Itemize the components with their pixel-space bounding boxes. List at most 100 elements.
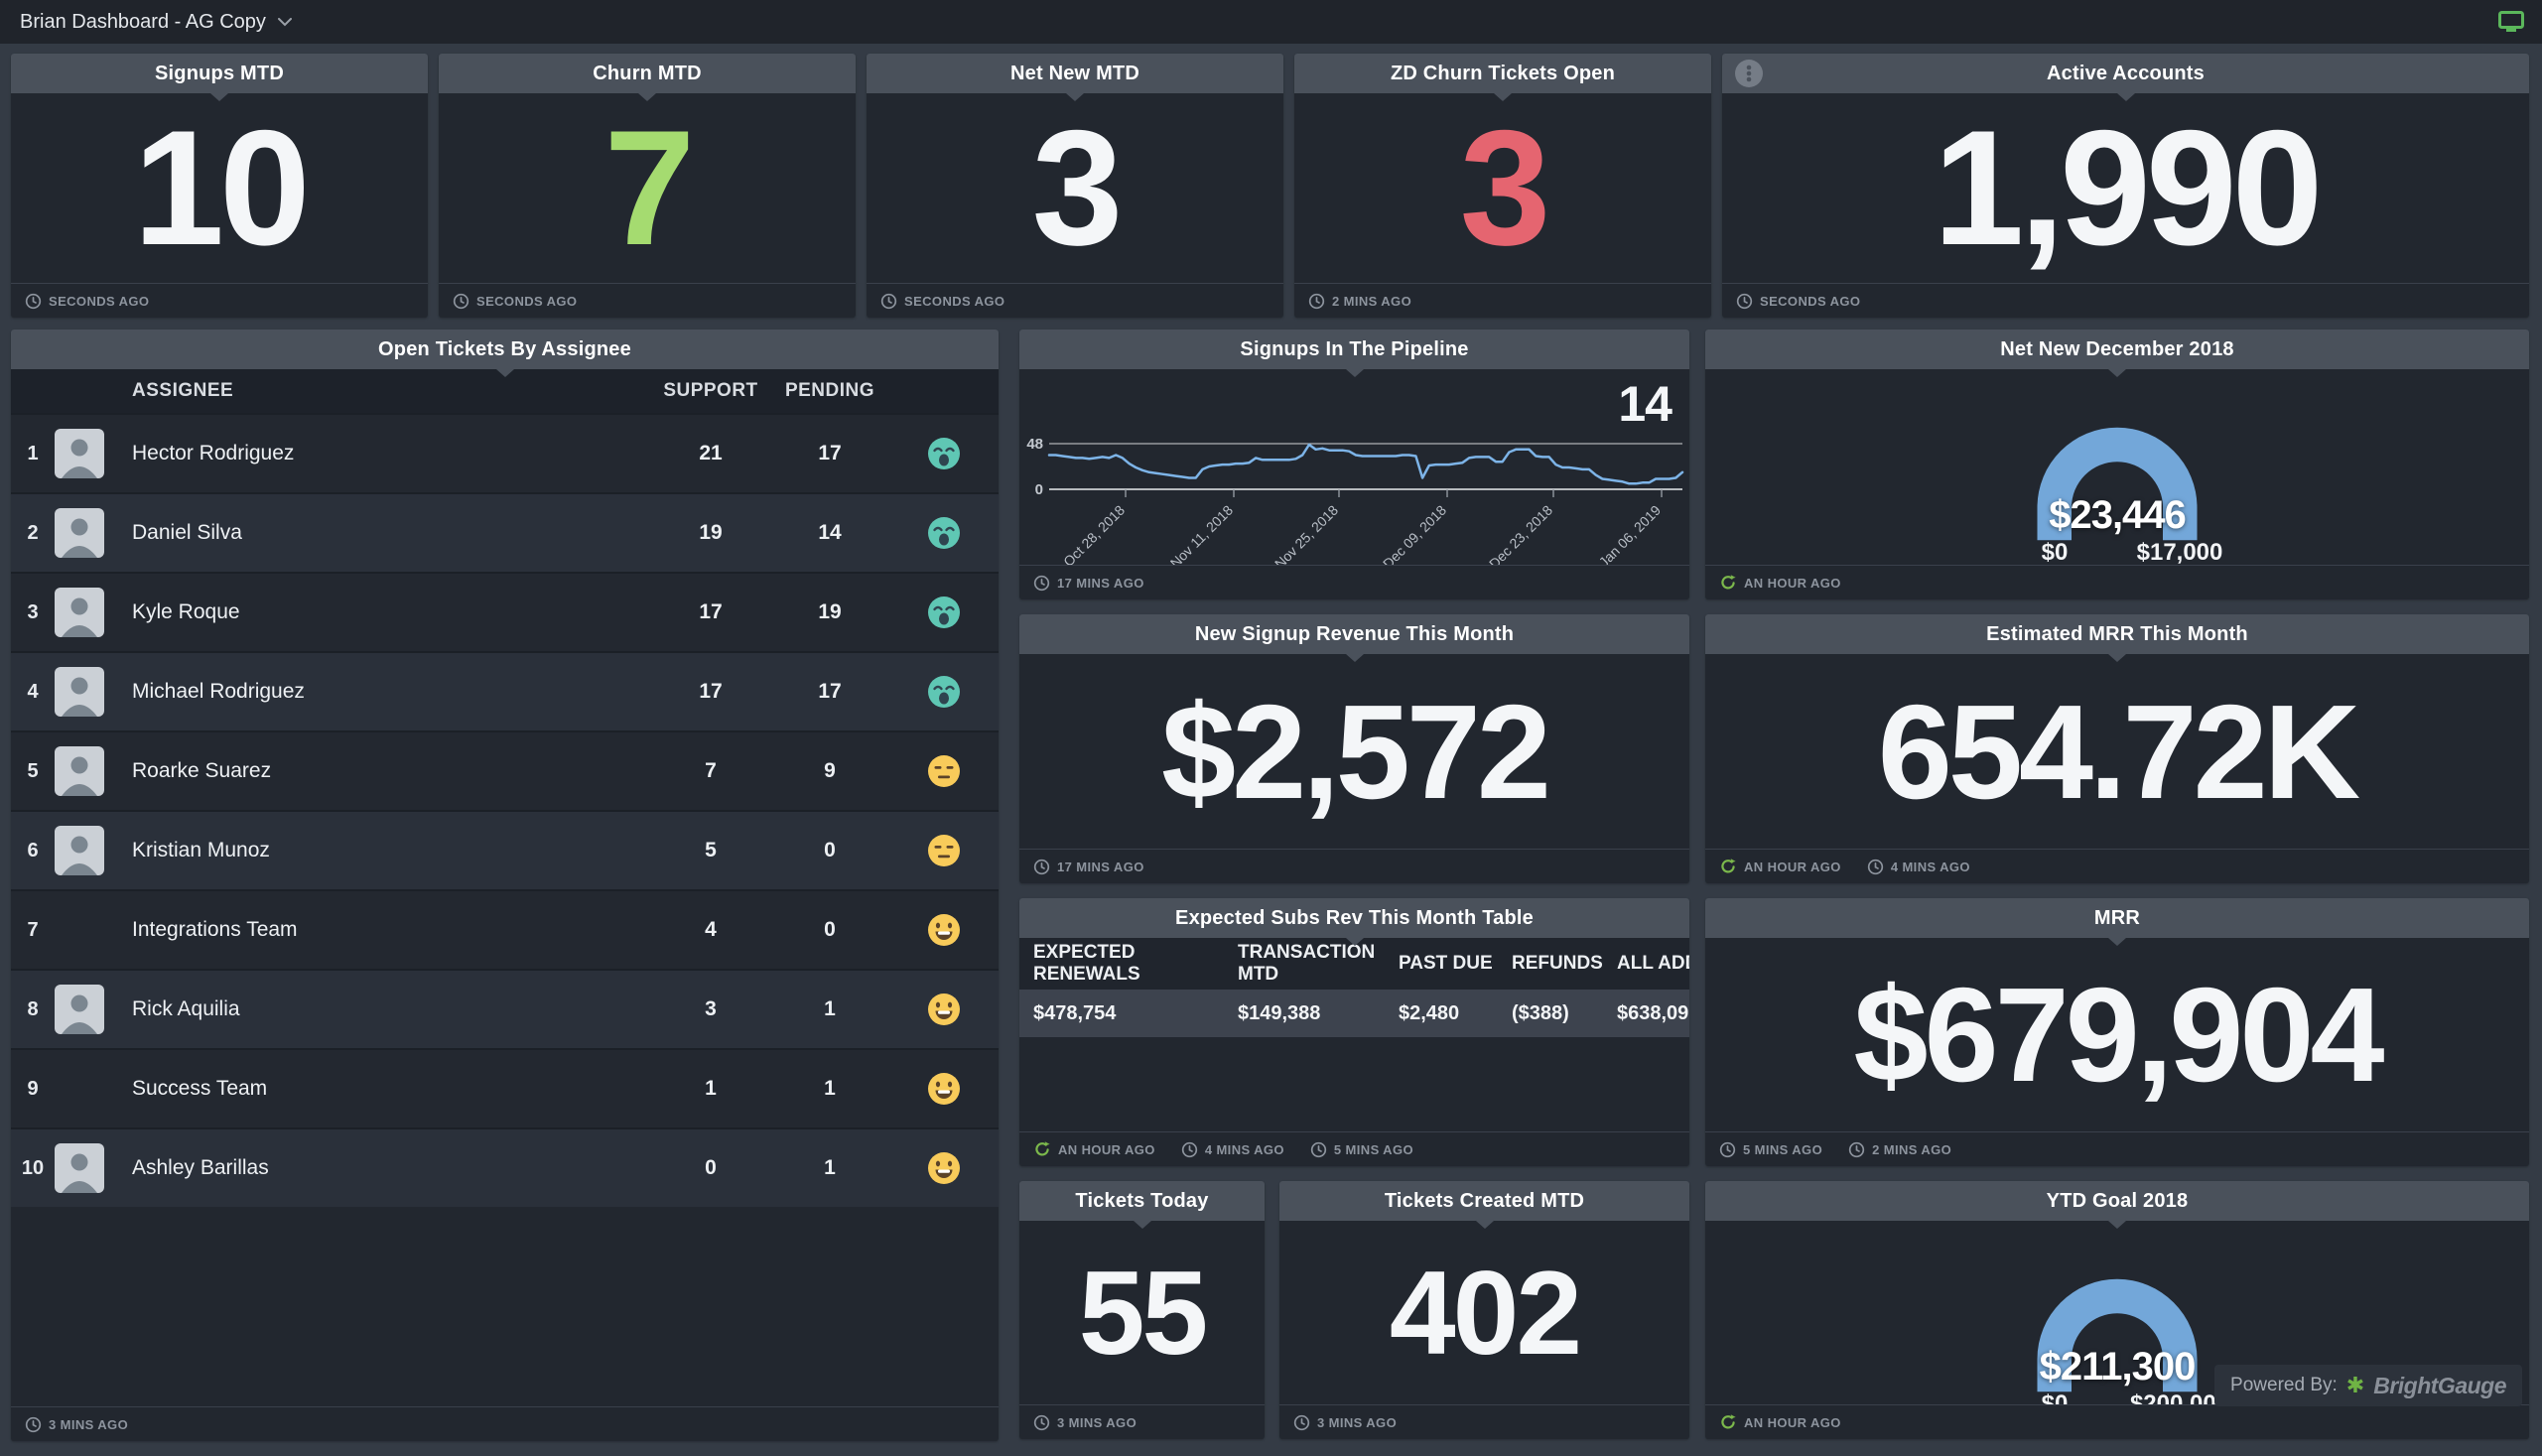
avatar bbox=[55, 508, 104, 558]
support-count: 0 bbox=[705, 1156, 717, 1179]
card-footer: AN HOUR AGO 4 MINS AGO bbox=[1705, 849, 2529, 883]
subs-column-header: TRANSACTION MTD bbox=[1238, 942, 1376, 985]
table-row: 8 Rick Aquilia 3 1 bbox=[11, 969, 999, 1048]
clock-icon bbox=[1719, 1141, 1736, 1157]
card-title: Active Accounts bbox=[2047, 62, 2205, 84]
mood-cell bbox=[889, 516, 999, 550]
x-tick-label: Nov 25, 2018 bbox=[1271, 502, 1341, 565]
monitor-icon[interactable] bbox=[2498, 11, 2524, 33]
card-header: Churn MTD bbox=[439, 54, 856, 101]
table-row: 7 Integrations Team 4 0 bbox=[11, 889, 999, 969]
card-footer: SECONDS AGO bbox=[867, 283, 1283, 318]
mood-meh-icon bbox=[928, 835, 960, 866]
table-row: 10 Ashley Barillas 0 1 bbox=[11, 1127, 999, 1207]
table-header-row: ASSIGNEE SUPPORT PENDING bbox=[11, 369, 999, 413]
brightgauge-logo-icon: ✱ bbox=[2345, 1373, 2365, 1397]
row-avatar-cell bbox=[55, 508, 132, 558]
mood-cell bbox=[889, 913, 999, 947]
card-title: Churn MTD bbox=[593, 62, 702, 84]
clock-icon bbox=[25, 1416, 42, 1432]
card-header: Signups MTD bbox=[11, 54, 428, 101]
subs-filler bbox=[1019, 1037, 1689, 1131]
column-left: Open Tickets By Assignee ASSIGNEE SUPPORT P… bbox=[11, 330, 999, 1456]
dashboard-title-dropdown[interactable]: Brian Dashboard - AG Copy bbox=[20, 10, 266, 33]
powered-by-badge: Powered By: ✱ BrightGauge bbox=[2214, 1365, 2522, 1406]
card-title: New Signup Revenue This Month bbox=[1194, 622, 1515, 645]
last-updated-text: SECONDS AGO bbox=[476, 293, 578, 309]
card-body: $2,572 bbox=[1019, 654, 1689, 849]
gauge-max-label: $200,000 bbox=[2129, 1390, 2230, 1404]
avatar bbox=[55, 826, 104, 875]
card-header: YTD Goal 2018 bbox=[1705, 1181, 2529, 1229]
pending-count: 1 bbox=[824, 997, 836, 1020]
card-header: Active Accounts bbox=[1722, 54, 2529, 101]
mood-cell bbox=[889, 596, 999, 629]
refresh-icon bbox=[1721, 575, 1736, 590]
card-footer: 5 MINS AGO 2 MINS AGO bbox=[1705, 1131, 2529, 1166]
metric-value: 1,990 bbox=[1933, 96, 2324, 279]
subs-value: $478,754 bbox=[1033, 1001, 1117, 1024]
card-title: YTD Goal 2018 bbox=[2046, 1189, 2189, 1212]
assignee-name: Integrations Team bbox=[132, 918, 298, 941]
assignee-name: Hector Rodriguez bbox=[132, 442, 295, 464]
card-title: Tickets Today bbox=[1075, 1189, 1209, 1212]
row-avatar-cell bbox=[55, 588, 132, 637]
y-tick-0: 0 bbox=[1035, 481, 1043, 498]
last-updated: AN HOUR AGO bbox=[1719, 1413, 1841, 1431]
support-count: 19 bbox=[699, 521, 723, 544]
last-updated: AN HOUR AGO bbox=[1719, 858, 1841, 875]
metric-value: 10 bbox=[133, 96, 311, 279]
mood-happy-icon bbox=[928, 993, 960, 1025]
subs-value: $149,388 bbox=[1238, 1001, 1321, 1024]
assignee-name: Roarke Suarez bbox=[132, 759, 272, 782]
row-rank: 1 bbox=[27, 442, 39, 464]
column-header-support: SUPPORT bbox=[663, 380, 758, 401]
mood-meh-icon bbox=[928, 755, 960, 787]
last-updated: 3 MINS AGO bbox=[1293, 1414, 1397, 1431]
last-updated-text: 3 MINS AGO bbox=[1317, 1414, 1398, 1430]
pending-count: 0 bbox=[824, 918, 836, 941]
mood-cell bbox=[889, 754, 999, 788]
pending-count: 17 bbox=[818, 680, 842, 703]
card-footer: AN HOUR AGO bbox=[1705, 1404, 2529, 1439]
card-footer: 3 MINS AGO bbox=[1279, 1404, 1689, 1439]
card-body: 3 bbox=[867, 93, 1283, 283]
last-updated: 5 MINS AGO bbox=[1719, 1141, 1822, 1158]
last-updated-text: 17 MINS AGO bbox=[1057, 575, 1144, 591]
card-header: New Signup Revenue This Month bbox=[1019, 614, 1689, 662]
last-updated-text: AN HOUR AGO bbox=[1058, 1141, 1155, 1157]
subs-value: $2,480 bbox=[1399, 1001, 1460, 1024]
subs-column-header: EXPECTED RENEWALS bbox=[1033, 942, 1140, 985]
table-row: 3 Kyle Roque 17 19 bbox=[11, 572, 999, 651]
card-body: $211,300 $0 $200,000 bbox=[1705, 1221, 2529, 1404]
subs-header-row: EXPECTED RENEWALS TRANSACTION MTD PAST DUE… bbox=[1019, 938, 1689, 990]
card-footer: SECONDS AGO bbox=[439, 283, 856, 318]
subs-rev-card: Expected Subs Rev This Month Table EXPECT… bbox=[1019, 898, 1689, 1166]
column-header-assignee: ASSIGNEE bbox=[132, 380, 234, 401]
kpi-card: ZD Churn Tickets Open 3 2 MINS AGO bbox=[1294, 54, 1711, 318]
card-menu-icon[interactable] bbox=[1734, 59, 1764, 88]
row-avatar-cell bbox=[55, 826, 132, 875]
last-updated-text: 4 MINS AGO bbox=[1204, 1141, 1284, 1157]
last-updated-text: 5 MINS AGO bbox=[1333, 1141, 1413, 1157]
last-updated: 3 MINS AGO bbox=[1033, 1414, 1137, 1431]
card-body: 654.72K bbox=[1705, 654, 2529, 849]
chevron-down-icon[interactable] bbox=[277, 17, 292, 27]
card-title: Expected Subs Rev This Month Table bbox=[1175, 906, 1534, 929]
mood-sad-icon bbox=[928, 676, 960, 708]
pending-count: 17 bbox=[818, 442, 842, 464]
gauge-card: Net New December 2018 $23,446 $0 $17,000 AN … bbox=[1705, 330, 2529, 599]
card-header: Expected Subs Rev This Month Table bbox=[1019, 898, 1689, 946]
clock-icon bbox=[1308, 293, 1325, 309]
metric-value: 3 bbox=[1031, 96, 1124, 279]
table-row: 1 Hector Rodriguez 21 17 bbox=[11, 413, 999, 492]
subs-column-header: PAST DUE bbox=[1399, 953, 1493, 975]
avatar bbox=[55, 667, 104, 717]
mood-cell bbox=[889, 993, 999, 1026]
metric-value: $679,904 bbox=[1853, 960, 2384, 1110]
clock-icon bbox=[1736, 293, 1753, 309]
last-updated-text: 2 MINS AGO bbox=[1332, 293, 1412, 309]
brightgauge-brand: BrightGauge bbox=[2373, 1372, 2506, 1398]
last-updated: 5 MINS AGO bbox=[1310, 1141, 1413, 1158]
